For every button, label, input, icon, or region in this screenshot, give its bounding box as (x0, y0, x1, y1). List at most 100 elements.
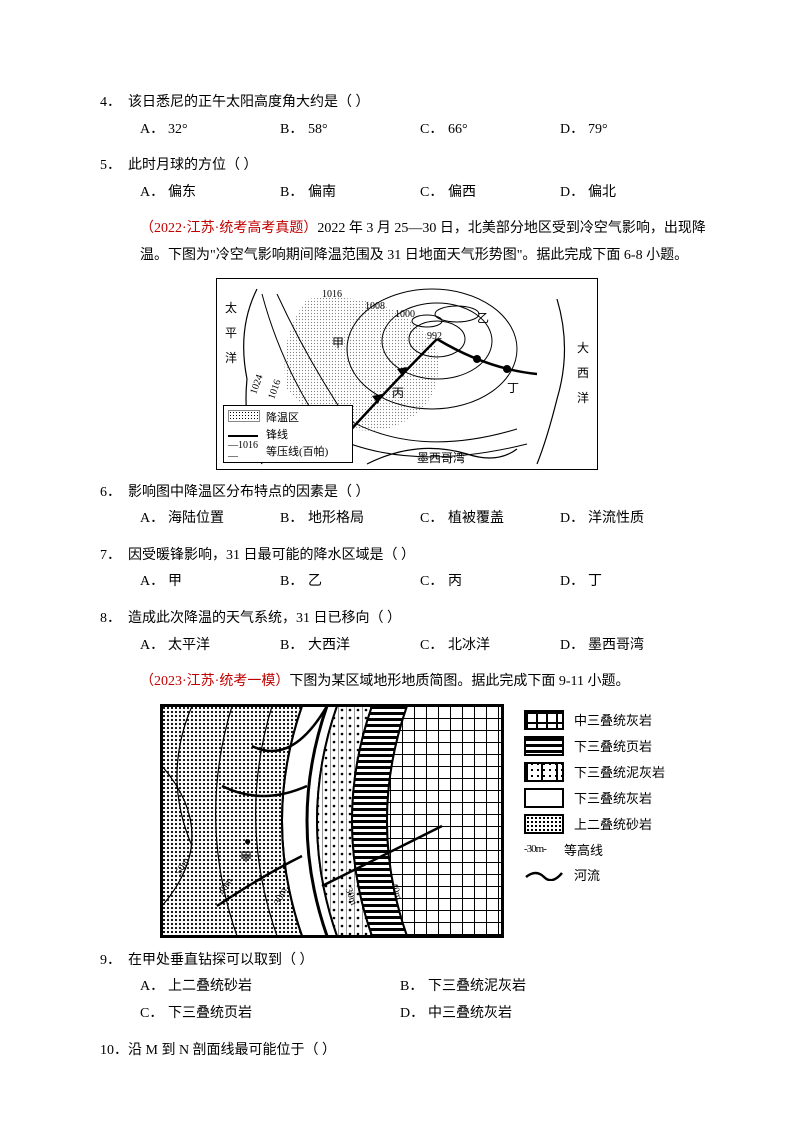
q6-option-a[interactable]: A．海陆位置 (140, 506, 280, 533)
option-text: 洋流性质 (588, 506, 644, 533)
atlantic-label: 洋 (577, 389, 589, 406)
intro-1: （2022·江苏·统考高考真题）2022 年 3 月 25—30 日，北美部分地… (140, 216, 714, 269)
legend-row-river: 河流 (524, 865, 684, 884)
q9-option-b[interactable]: B．下三叠统泥灰岩 (400, 974, 660, 1001)
intro-text: 下图为某区域地形地质简图。据此完成下面 9-11 小题。 (289, 674, 629, 689)
q9-option-d[interactable]: D．中三叠统灰岩 (400, 1001, 660, 1028)
q6-option-d[interactable]: D．洋流性质 (560, 506, 700, 533)
cooling-symbol (228, 410, 266, 425)
q9-options: A．上二叠统砂岩 B．下三叠统泥灰岩 C．下三叠统页岩 D．中三叠统灰岩 (140, 974, 714, 1027)
q9-option-c[interactable]: C．下三叠统页岩 (140, 1001, 400, 1028)
option-text: 上二叠统砂岩 (168, 974, 252, 1001)
point-yi: 乙 (477, 309, 489, 326)
q4-options: A．32° B．58° C．66° D．79° (140, 117, 714, 144)
q9-option-a[interactable]: A．上二叠统砂岩 (140, 974, 400, 1001)
swatch-horiz (524, 736, 564, 756)
isobar-1008: 1008 (365, 301, 385, 312)
option-text: 偏北 (588, 180, 616, 207)
q7-option-d[interactable]: D．丁 (560, 569, 700, 596)
legend-label: 上二叠统砂岩 (574, 814, 652, 833)
option-text: 北冰洋 (448, 633, 490, 660)
q9-stem: 在甲处垂直钻探可以取到（ ） (128, 948, 314, 975)
swatch-dense (524, 814, 564, 834)
question-10: 10． 沿 M 到 N 剖面线最可能位于（ ） (100, 1038, 714, 1065)
option-letter: A． (140, 974, 168, 1001)
option-letter: B． (280, 180, 308, 207)
q4-number: 4． (100, 90, 128, 117)
q6-option-b[interactable]: B．地形格局 (280, 506, 420, 533)
q8-option-d[interactable]: D．墨西哥湾 (560, 633, 700, 660)
question-4: 4． 该日悉尼的正午太阳高度角大约是（ ） A．32° B．58° C．66° … (100, 90, 714, 143)
option-letter: B． (280, 633, 308, 660)
point-ding: 丁 (507, 379, 519, 396)
point-bing: 丙 (392, 384, 404, 401)
legend-label: 下三叠统灰岩 (574, 788, 652, 807)
option-text: 偏西 (448, 180, 476, 207)
q8-option-b[interactable]: B．大西洋 (280, 633, 420, 660)
option-text: 甲 (168, 569, 182, 596)
q6-stem-row: 6． 影响图中降温区分布特点的因素是（ ） (100, 480, 714, 507)
geology-legend: 中三叠统灰岩 下三叠统页岩 下三叠统泥灰岩 下三叠统灰岩 上二叠统砂岩 -30m… (524, 704, 684, 938)
option-letter: D． (400, 1001, 428, 1028)
option-letter: D． (560, 117, 588, 144)
question-8: 8． 造成此次降温的天气系统，31 日已移向（ ） A．太平洋 B．大西洋 C．… (100, 606, 714, 659)
river-symbol (524, 867, 564, 881)
q4-option-d[interactable]: D．79° (560, 117, 700, 144)
q6-options: A．海陆位置 B．地形格局 C．植被覆盖 D．洋流性质 (140, 506, 714, 533)
option-text: 66° (448, 117, 468, 144)
q5-option-d[interactable]: D．偏北 (560, 180, 700, 207)
q4-option-a[interactable]: A．32° (140, 117, 280, 144)
q8-option-a[interactable]: A．太平洋 (140, 633, 280, 660)
source-tag: （2022·江苏·统考高考真题） (140, 221, 317, 236)
q4-option-b[interactable]: B．58° (280, 117, 420, 144)
jia-dot: ● (244, 834, 251, 849)
legend-cooling: 降温区 (228, 409, 348, 426)
option-letter: A． (140, 569, 168, 596)
q7-options: A．甲 B．乙 C．丙 D．丁 (140, 569, 714, 596)
weather-map-figure: 太 平 洋 大 西 洋 墨西哥湾 甲 乙 丙 丁 992 1000 1008 1… (100, 278, 714, 470)
q4-option-c[interactable]: C．66° (420, 117, 560, 144)
weather-map: 太 平 洋 大 西 洋 墨西哥湾 甲 乙 丙 丁 992 1000 1008 1… (216, 278, 598, 470)
q7-option-a[interactable]: A．甲 (140, 569, 280, 596)
q6-option-c[interactable]: C．植被覆盖 (420, 506, 560, 533)
map-legend: 降温区 锋线 —1016— 等压线(百帕) (223, 405, 353, 463)
q5-option-c[interactable]: C．偏西 (420, 180, 560, 207)
option-text: 乙 (308, 569, 322, 596)
option-text: 地形格局 (308, 506, 364, 533)
point-jia: 甲 (240, 848, 252, 865)
option-letter: C． (420, 117, 448, 144)
legend-row-contour: -30m-等高线 (524, 840, 684, 859)
q9-stem-row: 9． 在甲处垂直钻探可以取到（ ） (100, 948, 714, 975)
legend-row-2: 下三叠统页岩 (524, 736, 684, 756)
option-text: 下三叠统页岩 (168, 1001, 252, 1028)
q7-option-b[interactable]: B．乙 (280, 569, 420, 596)
q8-options: A．太平洋 B．大西洋 C．北冰洋 D．墨西哥湾 (140, 633, 714, 660)
q5-stem: 此时月球的方位（ ） (128, 153, 258, 180)
atlantic-label: 西 (577, 364, 589, 381)
pacific-label: 洋 (225, 349, 237, 366)
q5-option-b[interactable]: B．偏南 (280, 180, 420, 207)
option-letter: B． (400, 974, 428, 1001)
option-letter: A． (140, 117, 168, 144)
isobar-992: 992 (427, 331, 442, 342)
q7-stem: 因受暖锋影响，31 日最可能的降水区域是（ ） (128, 543, 415, 570)
option-letter: C． (420, 180, 448, 207)
legend-label: 河流 (574, 865, 600, 884)
isobar-1000: 1000 (395, 309, 415, 320)
option-letter: C． (140, 1001, 168, 1028)
atlantic-label: 大 (577, 339, 589, 356)
option-text: 中三叠统灰岩 (428, 1001, 512, 1028)
q7-stem-row: 7． 因受暖锋影响，31 日最可能的降水区域是（ ） (100, 543, 714, 570)
q6-stem: 影响图中降温区分布特点的因素是（ ） (128, 480, 370, 507)
front-label: 锋线 (266, 426, 288, 442)
legend-label: 下三叠统泥灰岩 (574, 762, 665, 781)
q5-option-a[interactable]: A．偏东 (140, 180, 280, 207)
question-9: 9． 在甲处垂直钻探可以取到（ ） A．上二叠统砂岩 B．下三叠统泥灰岩 C．下… (100, 948, 714, 1028)
pacific-label: 太 (225, 299, 237, 316)
q8-option-c[interactable]: C．北冰洋 (420, 633, 560, 660)
geology-map: M ● 甲 50m 40m 30m 30m 40m N (160, 704, 504, 938)
q7-option-c[interactable]: C．丙 (420, 569, 560, 596)
option-letter: A． (140, 633, 168, 660)
q7-number: 7． (100, 543, 128, 570)
legend-label: 等高线 (564, 840, 603, 859)
